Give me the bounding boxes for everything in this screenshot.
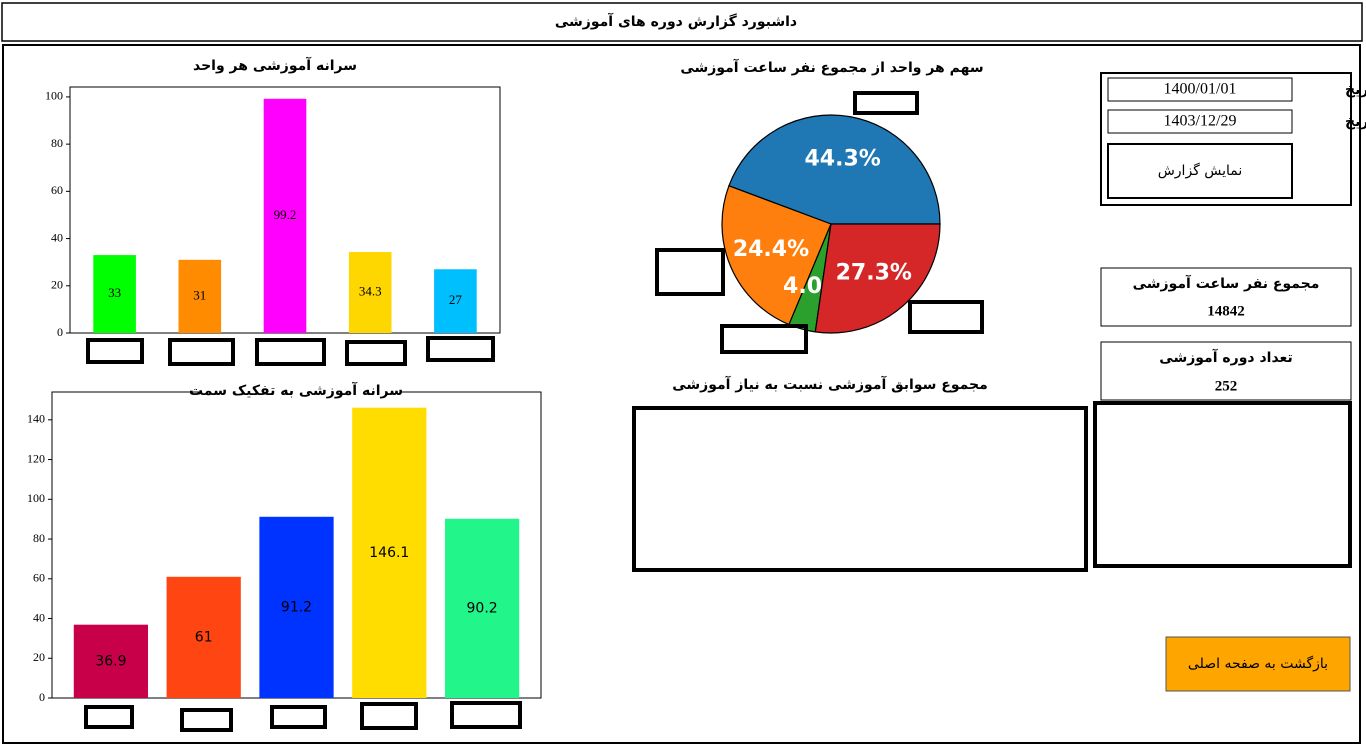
from-label: از تاریخ: [1345, 82, 1366, 98]
back-button[interactable]: [1165, 636, 1351, 692]
redaction: [86, 338, 144, 364]
bar-value-label: 36.9: [95, 653, 126, 669]
chart-title: سهم هر واحد از مجموع نفر ساعت آموزشی: [680, 58, 983, 76]
bar-value-label: 146.1: [369, 545, 409, 561]
redaction: [1093, 401, 1352, 568]
y-tick-label: 0: [57, 325, 63, 339]
bar: [263, 98, 307, 333]
back-button-label: بازگشت به صفحه اصلی: [1188, 655, 1328, 672]
y-tick-label: 40: [51, 230, 63, 244]
redaction: [720, 324, 808, 354]
y-tick-label: 60: [33, 571, 45, 585]
to-value: 1403/12/29: [1164, 113, 1237, 130]
bar-value-label: 91.2: [281, 599, 312, 615]
chart-title: سرانه آموزشی به تفکیک سمت: [189, 381, 403, 399]
redaction: [655, 248, 725, 296]
pie-slice: [721, 185, 832, 326]
from-input[interactable]: [1107, 77, 1293, 102]
redaction: [908, 300, 984, 334]
pie-slice: [814, 223, 941, 334]
redaction: [853, 91, 919, 115]
redactions: [84, 91, 1352, 732]
y-tick-label: 140: [27, 412, 45, 426]
bar-value-label: 90.2: [467, 600, 498, 616]
redaction: [168, 338, 235, 366]
stat-label: مجموع نفر ساعت آموزشی: [1133, 274, 1320, 292]
bar: [73, 624, 149, 698]
y-tick-label: 0: [39, 690, 45, 704]
main-frame: [2, 44, 1361, 744]
bar: [166, 576, 241, 698]
redaction: [180, 708, 233, 732]
chart-title: مجموع سوابق آموزشی نسبت به نیاز آموزشی: [672, 375, 988, 393]
y-tick-label: 20: [33, 650, 45, 664]
chart-title: سرانه آموزشی هر واحد: [193, 56, 357, 74]
y-tick-label: 60: [51, 183, 63, 197]
to-label: تا تاریخ: [1345, 114, 1366, 130]
stat-box: [1100, 341, 1352, 401]
title-bar: [1, 2, 1363, 42]
y-tick-label: 40: [33, 610, 45, 624]
bar: [259, 516, 334, 698]
bar-value-label: 31: [193, 287, 206, 302]
y-tick-label: 20: [51, 278, 63, 292]
y-tick-label: 80: [33, 531, 45, 545]
charts: 0 20 40 60 80 100 33 31 99.2 34.3 27 0 20 40 60 80 100 12…: [27, 86, 941, 704]
redaction: [345, 340, 407, 366]
show-button-label: نمایش گزارش: [1158, 162, 1243, 179]
pie-label: 24.4%: [733, 237, 809, 262]
bar-value-label: 27: [449, 292, 463, 307]
filter-box: [1100, 72, 1352, 206]
redaction: [270, 705, 327, 729]
bar: [444, 518, 520, 698]
bar-value-label: 99.2: [274, 207, 297, 222]
redaction: [360, 702, 418, 730]
to-input[interactable]: [1107, 109, 1293, 134]
from-value: 1400/01/01: [1164, 81, 1237, 98]
stat-value: 14842: [1207, 303, 1245, 319]
redaction: [84, 705, 134, 729]
y-tick-label: 120: [27, 451, 45, 465]
bar: [352, 407, 427, 698]
bar: [178, 259, 222, 333]
bar-value-label: 61: [195, 629, 213, 645]
stat-value: 252: [1215, 378, 1238, 394]
stat-label: تعداد دوره آموزشی: [1159, 348, 1292, 366]
pie-label: 44.3%: [804, 147, 880, 172]
redaction: [632, 406, 1088, 572]
bar-value-label: 34.3: [359, 283, 382, 298]
bar: [434, 269, 477, 333]
page-title: داشبورد گزارش دوره های آموزشی: [555, 12, 797, 30]
pie-label: 27.3%: [836, 260, 912, 285]
stat-box: [1100, 267, 1352, 327]
title-bg: [200, 384, 400, 400]
y-tick-label: 100: [45, 89, 63, 103]
show-button[interactable]: [1107, 143, 1293, 199]
pie-slice: [728, 114, 941, 225]
redaction: [426, 336, 495, 362]
redaction: [450, 701, 522, 729]
redaction: [255, 338, 326, 366]
bar-value-label: 33: [108, 285, 121, 300]
bar: [348, 252, 392, 333]
y-tick-label: 80: [51, 136, 63, 150]
bar: [93, 255, 136, 333]
y-tick-label: 100: [27, 491, 45, 505]
